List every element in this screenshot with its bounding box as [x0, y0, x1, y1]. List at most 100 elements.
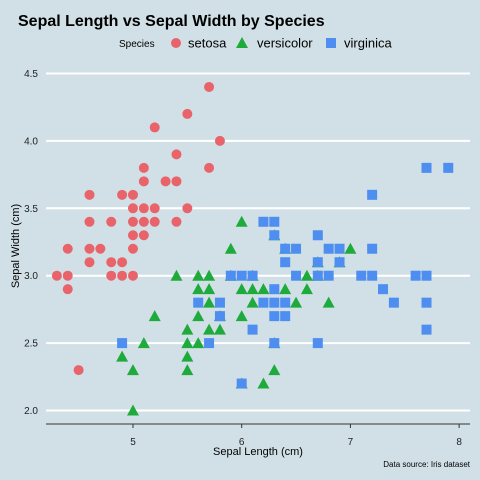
point-versicolor — [170, 269, 183, 281]
point-virginica — [258, 297, 269, 308]
point-virginica — [334, 257, 345, 268]
point-versicolor — [257, 283, 270, 295]
point-versicolor — [181, 364, 194, 376]
point-versicolor — [192, 283, 205, 295]
point-versicolor — [213, 323, 226, 335]
gridlines — [46, 72, 470, 412]
point-virginica — [193, 297, 204, 308]
point-setosa — [171, 149, 182, 160]
point-setosa — [106, 257, 117, 268]
point-virginica — [269, 338, 280, 349]
y-tick-label: 2.5 — [24, 339, 38, 350]
point-versicolor — [246, 296, 259, 308]
point-setosa — [127, 189, 138, 200]
point-versicolor — [290, 296, 303, 308]
point-setosa — [204, 162, 215, 173]
point-versicolor — [181, 323, 194, 335]
point-versicolor — [126, 404, 139, 416]
point-setosa — [117, 257, 128, 268]
point-virginica — [367, 189, 378, 200]
point-virginica — [323, 270, 334, 281]
y-tick-label: 3.5 — [24, 204, 38, 215]
point-setosa — [62, 284, 73, 295]
data-points — [51, 81, 454, 416]
point-versicolor — [181, 337, 194, 349]
x-tick-label: 8 — [456, 437, 462, 448]
point-setosa — [117, 270, 128, 281]
point-setosa — [171, 216, 182, 227]
legend-label-versicolor: versicolor — [257, 36, 313, 51]
point-setosa — [127, 230, 138, 241]
point-virginica — [443, 162, 454, 173]
point-virginica — [258, 216, 269, 227]
point-virginica — [323, 243, 334, 254]
point-setosa — [138, 203, 149, 214]
x-ticks: 5 6 7 8 — [130, 424, 462, 448]
legend-key-virginica — [326, 38, 336, 48]
point-setosa — [214, 135, 225, 146]
point-versicolor — [235, 283, 248, 295]
point-versicolor — [181, 350, 194, 362]
point-virginica — [291, 243, 302, 254]
point-setosa — [160, 176, 171, 187]
point-virginica — [312, 338, 323, 349]
point-versicolor — [235, 215, 248, 227]
point-versicolor — [148, 310, 161, 322]
point-setosa — [204, 81, 215, 92]
point-versicolor — [203, 323, 216, 335]
x-axis-title: Sepal Length (cm) — [213, 446, 303, 458]
point-virginica — [291, 270, 302, 281]
point-versicolor — [192, 269, 205, 281]
x-tick-label: 6 — [239, 437, 245, 448]
point-virginica — [280, 297, 291, 308]
point-virginica — [280, 257, 291, 268]
point-setosa — [73, 365, 84, 376]
point-versicolor — [192, 310, 205, 322]
point-virginica — [269, 311, 280, 322]
point-versicolor — [300, 269, 313, 281]
point-virginica — [269, 216, 280, 227]
point-virginica — [269, 230, 280, 241]
point-setosa — [138, 230, 149, 241]
point-setosa — [84, 243, 95, 254]
point-setosa — [84, 216, 95, 227]
legend-key-setosa — [171, 38, 181, 48]
point-virginica — [280, 243, 291, 254]
legend-title: Species — [119, 39, 155, 50]
point-setosa — [62, 243, 73, 254]
x-tick-label: 7 — [348, 437, 354, 448]
y-ticks: 2.0 2.5 3.0 3.5 4.0 4.5 — [24, 69, 38, 417]
y-tick-label: 2.0 — [24, 406, 38, 417]
point-versicolor — [246, 283, 259, 295]
point-virginica — [356, 270, 367, 281]
chart-title: Sepal Length vs Sepal Width by Species — [18, 13, 325, 30]
point-virginica — [269, 297, 280, 308]
point-virginica — [225, 270, 236, 281]
y-tick-label: 4.0 — [24, 136, 38, 147]
point-setosa — [127, 243, 138, 254]
point-setosa — [182, 203, 193, 214]
point-virginica — [214, 297, 225, 308]
point-virginica — [247, 324, 258, 335]
point-virginica — [247, 270, 258, 281]
point-setosa — [138, 162, 149, 173]
point-virginica — [236, 270, 247, 281]
point-virginica — [410, 270, 421, 281]
point-setosa — [149, 203, 160, 214]
point-setosa — [84, 189, 95, 200]
point-virginica — [367, 243, 378, 254]
point-versicolor — [126, 364, 139, 376]
point-setosa — [106, 216, 117, 227]
legend-label-setosa: setosa — [188, 36, 227, 51]
point-setosa — [117, 189, 128, 200]
y-tick-label: 3.0 — [24, 271, 38, 282]
point-setosa — [171, 176, 182, 187]
point-setosa — [51, 270, 62, 281]
point-setosa — [127, 203, 138, 214]
point-versicolor — [116, 350, 129, 362]
y-tick-label: 4.5 — [24, 69, 38, 80]
point-versicolor — [344, 242, 357, 254]
point-versicolor — [203, 269, 216, 281]
point-virginica — [280, 311, 291, 322]
